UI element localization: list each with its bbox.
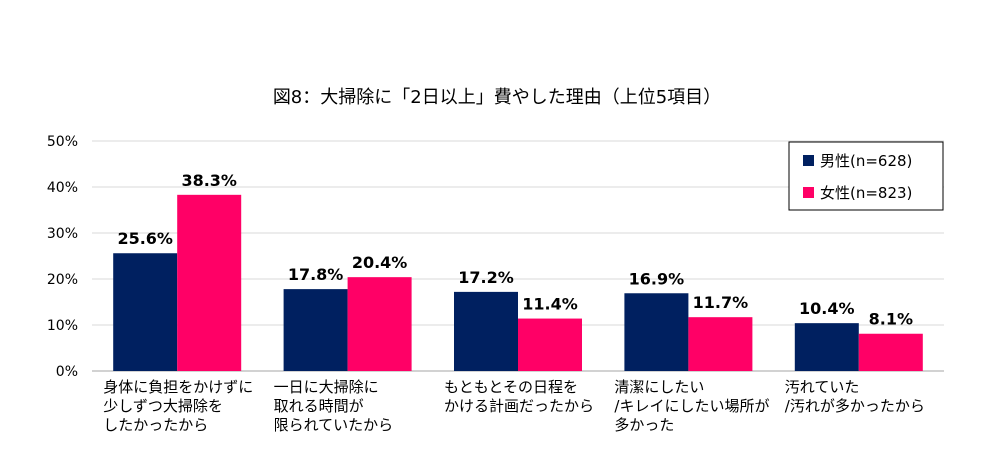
legend: 男性(n=628) 女性(n=823) [788,141,944,211]
data-label: 16.9% [629,269,685,288]
x-category-label: /汚れが多かったから [785,397,925,415]
bar-male [624,293,689,371]
x-category-label: /キレイにしたい場所が [614,397,769,415]
legend-label-female: 女性(n=823) [820,184,912,202]
data-label: 17.8% [288,265,344,284]
y-tick-label: 10% [47,318,78,334]
data-label: 38.3% [181,171,237,190]
data-label: 17.2% [458,268,514,287]
y-tick-label: 0% [56,364,78,380]
x-category-label: もともとその日程を [444,378,578,396]
x-category-label: 取れる時間が [274,397,364,415]
data-label: 25.6% [117,229,173,248]
x-category-label: 汚れていた [785,378,860,396]
data-label: 11.4% [522,295,578,314]
x-category-label: したかったから [103,416,208,434]
data-label: 11.7% [693,293,749,312]
bar-female [518,318,582,371]
bar-male [113,253,178,371]
chart-title: 図8：大掃除に「2日以上」費やした理由（上位5項目） [273,87,721,108]
bars [113,194,923,371]
bar-female [177,194,242,371]
y-tick-label: 40% [47,180,78,196]
x-category-label: 多かった [614,416,674,434]
legend-box [788,141,944,211]
data-label: 10.4% [799,299,855,318]
x-category-label: 一日に大掃除に [274,378,379,396]
y-axis-ticks: 0% 10% 20% 30% 40% 50% [47,134,78,380]
y-tick-label: 30% [47,226,78,242]
bar-male [794,323,859,371]
y-tick-label: 50% [47,134,78,150]
bar-male [283,289,348,371]
x-category-label: かける計画だったから [444,397,594,415]
bar-male [454,291,518,371]
data-labels: 25.6% 38.3% 17.8% 20.4% 17.2% 11.4% 16.9% 11.7%… [117,171,913,329]
x-category-label: 身体に負担をかけずに [103,378,253,396]
legend-swatch-male [803,155,814,166]
x-category-label: 限られていたから [274,416,394,434]
bar-female [858,333,923,371]
legend-label-male: 男性(n=628) [820,152,912,170]
data-label: 8.1% [869,310,913,329]
data-label: 20.4% [352,253,408,272]
bar-female [347,277,412,371]
x-category-label: 清潔にしたい [614,378,704,396]
legend-swatch-female [803,187,814,198]
x-category-label: 少しずつ大掃除を [103,397,223,415]
y-tick-label: 20% [47,272,78,288]
bar-female [688,317,753,371]
